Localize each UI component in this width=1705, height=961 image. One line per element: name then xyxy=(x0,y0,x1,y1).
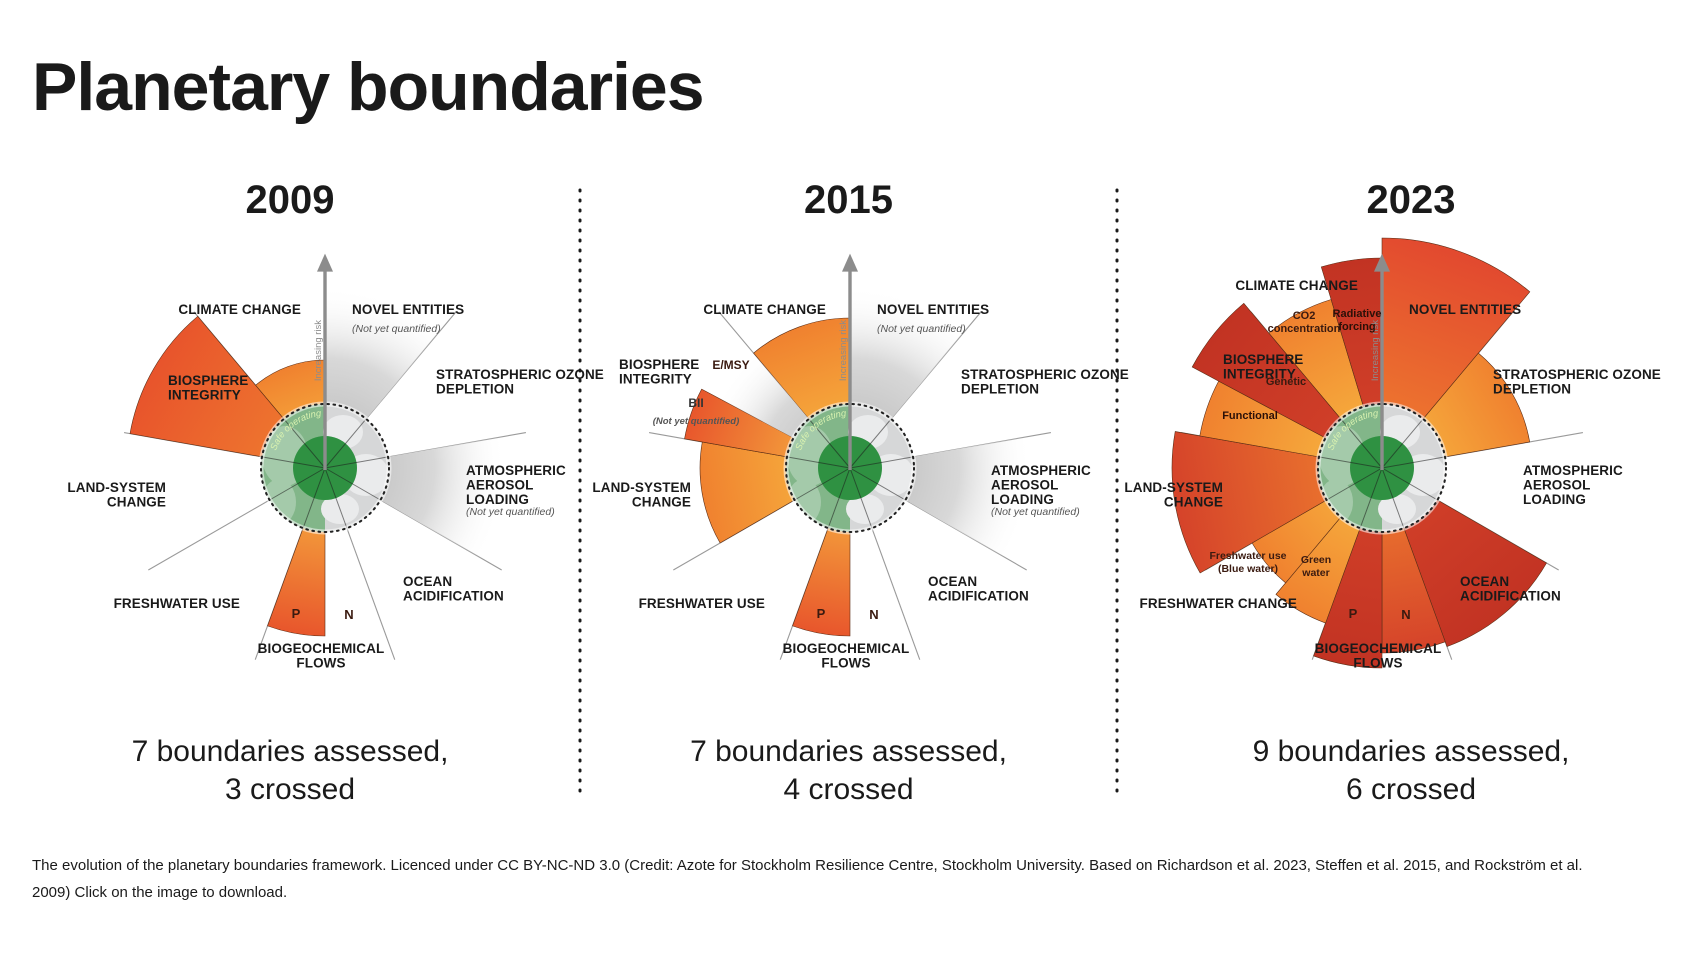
svg-text:E/MSY: E/MSY xyxy=(712,358,749,372)
svg-text:N: N xyxy=(869,607,878,622)
svg-text:(Blue water): (Blue water) xyxy=(1218,563,1278,575)
svg-text:CLIMATE CHANGE: CLIMATE CHANGE xyxy=(703,302,826,317)
svg-text:(Not yet quantified): (Not yet quantified) xyxy=(466,506,555,518)
svg-text:Genetic: Genetic xyxy=(1266,376,1306,388)
svg-text:(Not yet quantified): (Not yet quantified) xyxy=(653,416,740,427)
svg-text:(Not yet quantified): (Not yet quantified) xyxy=(877,323,966,335)
svg-text:FRESHWATER CHANGE: FRESHWATER CHANGE xyxy=(1140,596,1297,611)
svg-text:water: water xyxy=(1301,567,1329,579)
svg-text:NOVEL ENTITIES: NOVEL ENTITIES xyxy=(877,302,989,317)
svg-text:CLIMATE CHANGE: CLIMATE CHANGE xyxy=(178,302,301,317)
svg-text:Increasing risk: Increasing risk xyxy=(313,320,324,381)
svg-text:concentration: concentration xyxy=(1268,323,1341,335)
svg-text:(Not yet quantified): (Not yet quantified) xyxy=(991,506,1080,518)
svg-text:P: P xyxy=(817,606,826,621)
svg-text:Radiative: Radiative xyxy=(1333,308,1382,320)
svg-text:Increasing risk: Increasing risk xyxy=(838,320,849,381)
svg-text:P: P xyxy=(292,606,301,621)
svg-text:FRESHWATER USE: FRESHWATER USE xyxy=(639,596,765,611)
svg-text:Freshwater use: Freshwater use xyxy=(1209,550,1286,562)
svg-text:Green: Green xyxy=(1301,554,1331,566)
svg-text:Safe operating space: Safe operating space xyxy=(0,0,847,452)
svg-text:(Not yet quantified): (Not yet quantified) xyxy=(352,323,441,335)
svg-text:FRESHWATER USE: FRESHWATER USE xyxy=(114,596,240,611)
svg-text:CO2: CO2 xyxy=(1293,310,1316,322)
svg-text:NOVEL ENTITIES: NOVEL ENTITIES xyxy=(352,302,464,317)
svg-text:N: N xyxy=(1401,607,1410,622)
svg-text:forcing: forcing xyxy=(1338,321,1375,333)
svg-text:P: P xyxy=(1349,606,1358,621)
svg-text:CLIMATE CHANGE: CLIMATE CHANGE xyxy=(1235,278,1358,293)
svg-text:BII: BII xyxy=(688,396,703,410)
svg-text:N: N xyxy=(344,607,353,622)
svg-text:Functional: Functional xyxy=(1222,410,1278,422)
svg-text:NOVEL ENTITIES: NOVEL ENTITIES xyxy=(1409,302,1521,317)
